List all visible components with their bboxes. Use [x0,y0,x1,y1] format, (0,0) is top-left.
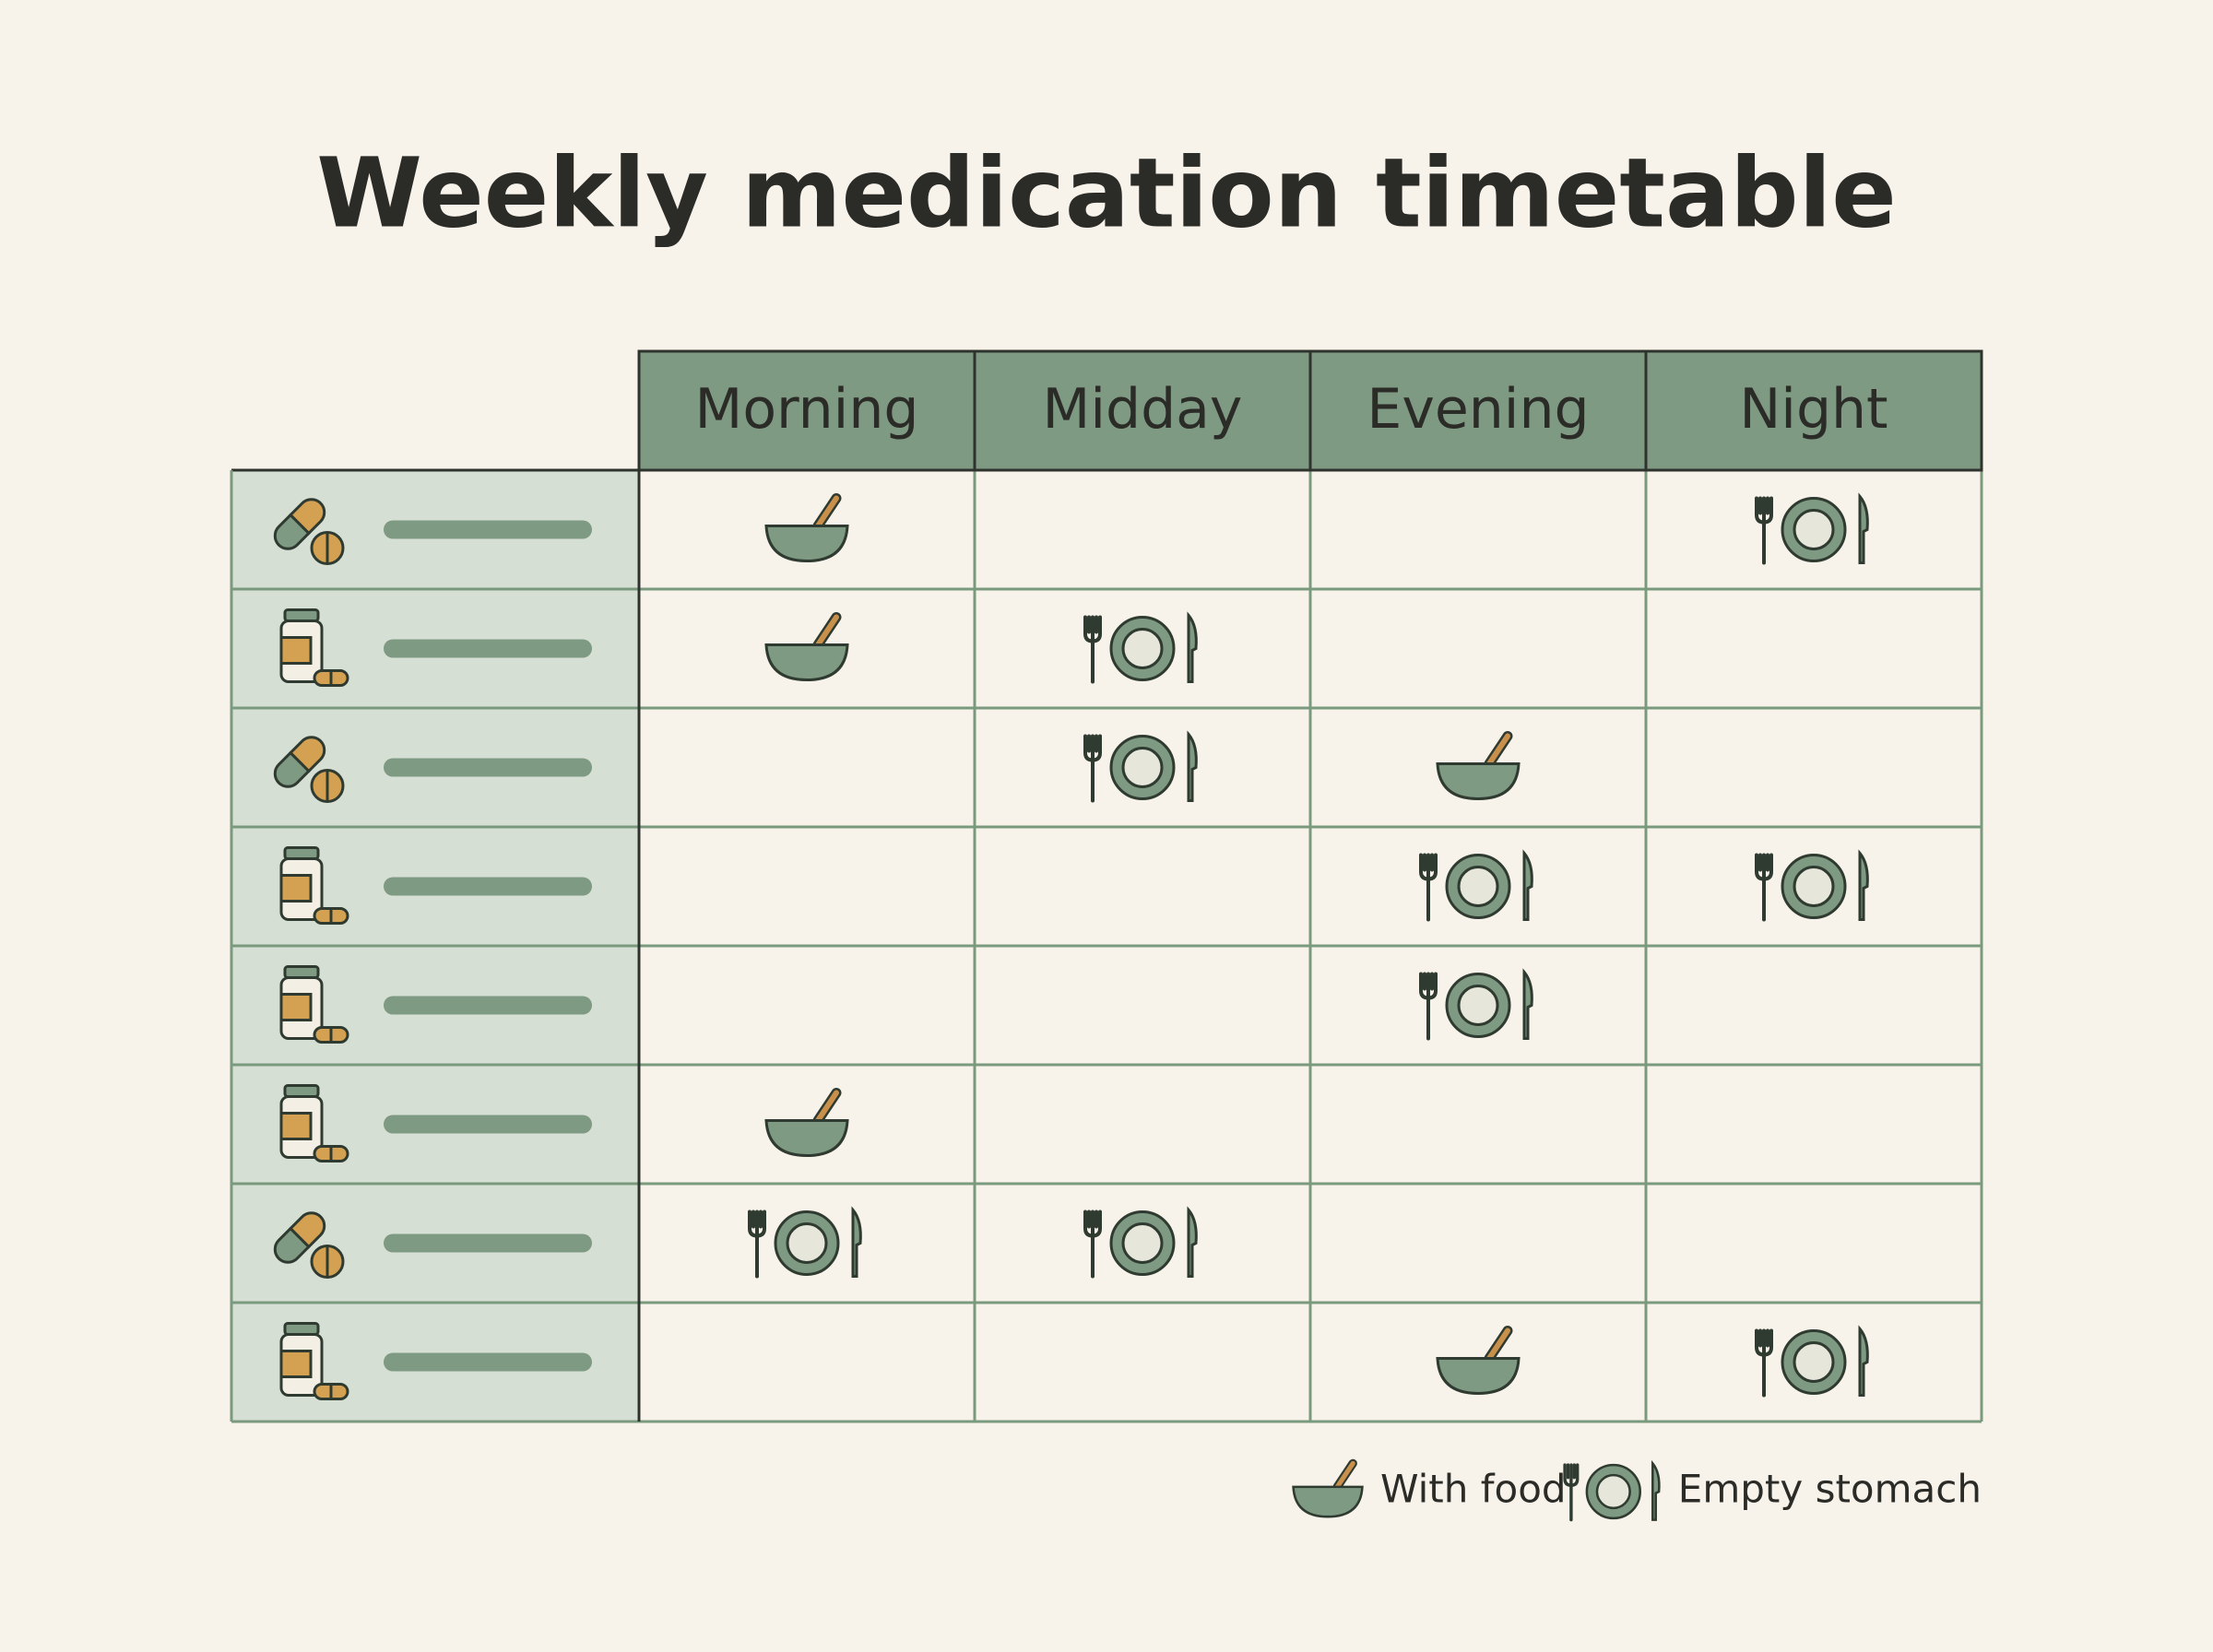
empty-stomach-icon [1083,613,1199,684]
empty-stomach-icon [1419,970,1534,1041]
column-header: Morning [695,377,919,442]
legend-icon [1294,1463,1363,1516]
header-border [637,349,1983,472]
empty-stomach-icon [1755,494,1870,565]
column-header: Midday [1043,377,1243,442]
with-food-icon [1438,737,1519,799]
legend-label: Empty stomach [1678,1467,1982,1512]
with-food-icon [766,618,847,680]
page-title: Weekly medication timetable [316,136,1897,249]
empty-stomach-icon [1419,851,1534,922]
with-food-icon [766,1093,847,1156]
empty-stomach-icon [1083,1208,1199,1279]
empty-stomach-icon [748,1208,863,1279]
legend-icon [1563,1461,1662,1522]
column-header: Night [1739,377,1888,442]
empty-stomach-icon [1755,1327,1870,1398]
with-food-icon [766,499,847,561]
empty-stomach-icon [1755,851,1870,922]
legend-label: With food [1380,1467,1567,1512]
timetable: Morning Midday Evening Night [230,349,1983,1423]
empty-stomach-icon [1083,732,1199,803]
legend: With food Empty stomach [1294,1461,1982,1522]
with-food-icon [1438,1331,1519,1394]
column-header: Evening [1367,377,1589,442]
